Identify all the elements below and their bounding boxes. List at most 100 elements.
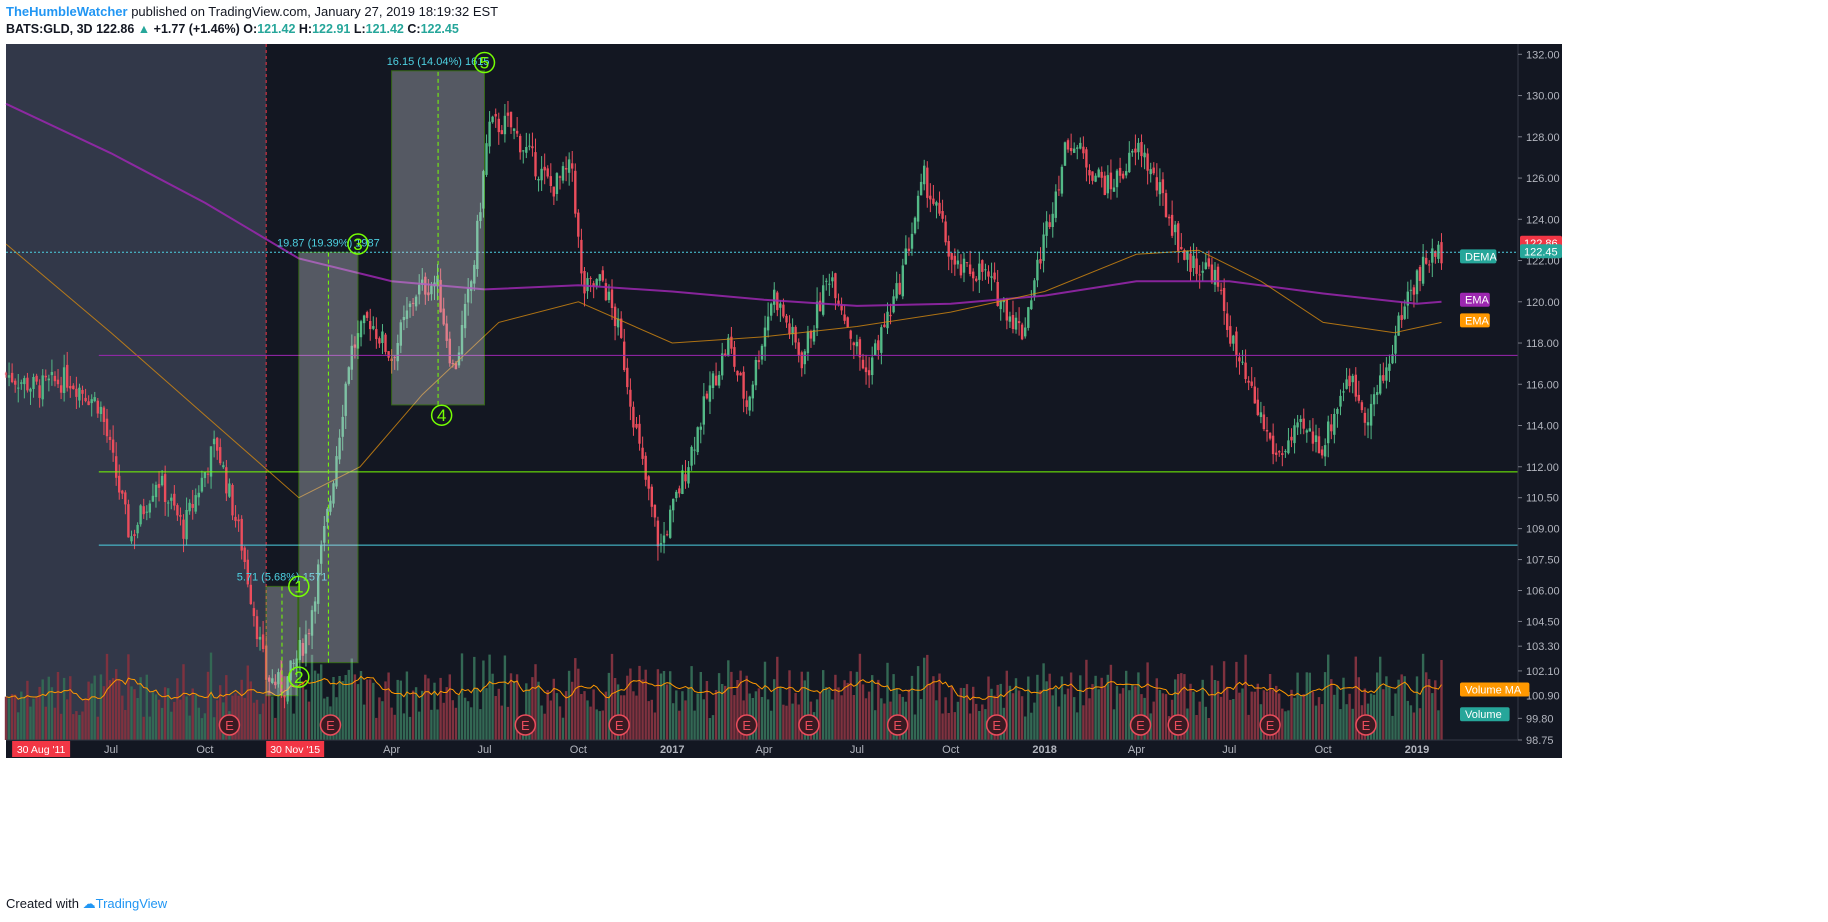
volume-bar — [188, 715, 191, 740]
time-tick-label: 2019 — [1405, 744, 1429, 756]
volume-bar — [555, 693, 559, 740]
candle-body — [26, 377, 29, 391]
publish-info: published on TradingView.com, January 27… — [127, 4, 499, 19]
earnings-marker-label: E — [225, 718, 234, 733]
candle-body — [396, 343, 399, 362]
candle-body — [1412, 287, 1416, 295]
candle-body — [1345, 379, 1348, 389]
candle-body — [295, 658, 298, 667]
candle-body — [307, 633, 311, 635]
candle-body — [353, 344, 357, 348]
wave-label: 2 — [294, 668, 303, 687]
price-tick-label: 122.00 — [1526, 256, 1560, 268]
volume-bar — [687, 687, 690, 740]
candle-body — [714, 375, 718, 386]
volume-bar — [846, 682, 849, 740]
volume-bar — [788, 670, 791, 740]
symbol-label[interactable]: BATS:GLD, 3D — [6, 22, 93, 36]
volume-bar — [1219, 696, 1223, 740]
candle-body — [1106, 175, 1109, 194]
candle-body — [38, 385, 41, 398]
candle-body — [913, 217, 917, 234]
candle-body — [993, 272, 996, 280]
volume-bar — [1134, 686, 1137, 740]
price-label: 122.45 — [1524, 246, 1558, 258]
volume-bar — [390, 707, 393, 740]
candle-body — [44, 375, 47, 378]
price-tick-label: 112.00 — [1526, 462, 1559, 474]
volume-bar — [1030, 712, 1033, 740]
volume-bar — [1397, 679, 1400, 740]
candle-body — [1299, 419, 1302, 422]
volume-bar — [1020, 696, 1024, 740]
volume-bar — [592, 689, 595, 740]
time-tick-label: Jul — [1222, 744, 1236, 756]
volume-bar — [1137, 672, 1140, 740]
volume-bar — [289, 673, 292, 740]
candle-body — [1262, 414, 1266, 430]
candle-body — [7, 375, 11, 378]
volume-bar — [1048, 673, 1051, 740]
volume-bar — [1412, 712, 1416, 740]
volume-bar — [959, 687, 963, 740]
price-tick-label: 109.00 — [1526, 524, 1560, 536]
candle-body — [1351, 375, 1354, 383]
candle-body — [234, 516, 237, 521]
candle-body — [1253, 386, 1256, 404]
candle-body — [589, 278, 592, 280]
wave-label-circle — [347, 233, 369, 255]
volume-bar — [916, 666, 920, 740]
volume-bar — [1394, 693, 1397, 740]
volume-bar — [1076, 712, 1079, 740]
volume-bar — [1054, 687, 1057, 740]
volume-bar — [1014, 678, 1018, 740]
author-link[interactable]: TheHumbleWatcher — [6, 4, 128, 19]
volume-bar — [613, 678, 617, 740]
volume-bar — [1042, 663, 1045, 740]
candle-body — [1391, 354, 1394, 364]
earnings-marker-icon — [218, 714, 241, 736]
volume-bar — [892, 674, 895, 740]
chart-area[interactable]: 5.71 (5.68%) 1571 19.87 (19.39%) 1987 16.1… — [0, 44, 1828, 886]
candle-body — [1265, 430, 1269, 432]
tradingview-brand[interactable]: TradingView — [95, 896, 168, 911]
volume-bar — [197, 707, 200, 740]
volume-bar — [396, 679, 399, 740]
volume-bar — [702, 699, 705, 740]
candle-body — [736, 370, 739, 376]
candle-body — [1060, 166, 1064, 194]
candle-body — [283, 695, 286, 698]
wave-label: 4 — [437, 406, 446, 425]
candle-body — [1314, 435, 1318, 442]
volume-bar — [567, 670, 571, 740]
candle-body — [809, 330, 813, 339]
candle-body — [1421, 256, 1425, 284]
candle-body — [874, 343, 877, 356]
candlestick-chart[interactable]: 5.71 (5.68%) 1571 19.87 (19.39%) 1987 16.1… — [0, 44, 1828, 886]
candle-body — [837, 300, 840, 305]
volume-bar — [500, 705, 503, 740]
volume-bar — [341, 681, 344, 740]
earnings-marker-label: E — [615, 718, 624, 733]
candle-body — [258, 636, 262, 640]
candle-body — [773, 289, 776, 305]
volume-bar — [650, 699, 653, 740]
candle-body — [463, 304, 467, 329]
volume-bar — [408, 716, 412, 740]
candle-body — [14, 380, 17, 385]
candle-body — [785, 315, 788, 323]
volume-bar — [883, 703, 886, 740]
candle-body — [1094, 175, 1097, 182]
volume-bar — [965, 684, 969, 740]
volume-bar — [503, 655, 507, 740]
volume-bar — [99, 674, 103, 740]
volume-bar — [1372, 694, 1376, 740]
candle-body — [271, 678, 274, 683]
candle-body — [641, 447, 644, 459]
price-axis-background — [1518, 44, 1562, 740]
time-tick-label: Jul — [104, 744, 118, 756]
volume-bar — [418, 711, 421, 740]
volume-bar — [182, 664, 185, 740]
volume-bar — [947, 713, 950, 740]
indicator-label: Volume MA — [1465, 684, 1522, 696]
